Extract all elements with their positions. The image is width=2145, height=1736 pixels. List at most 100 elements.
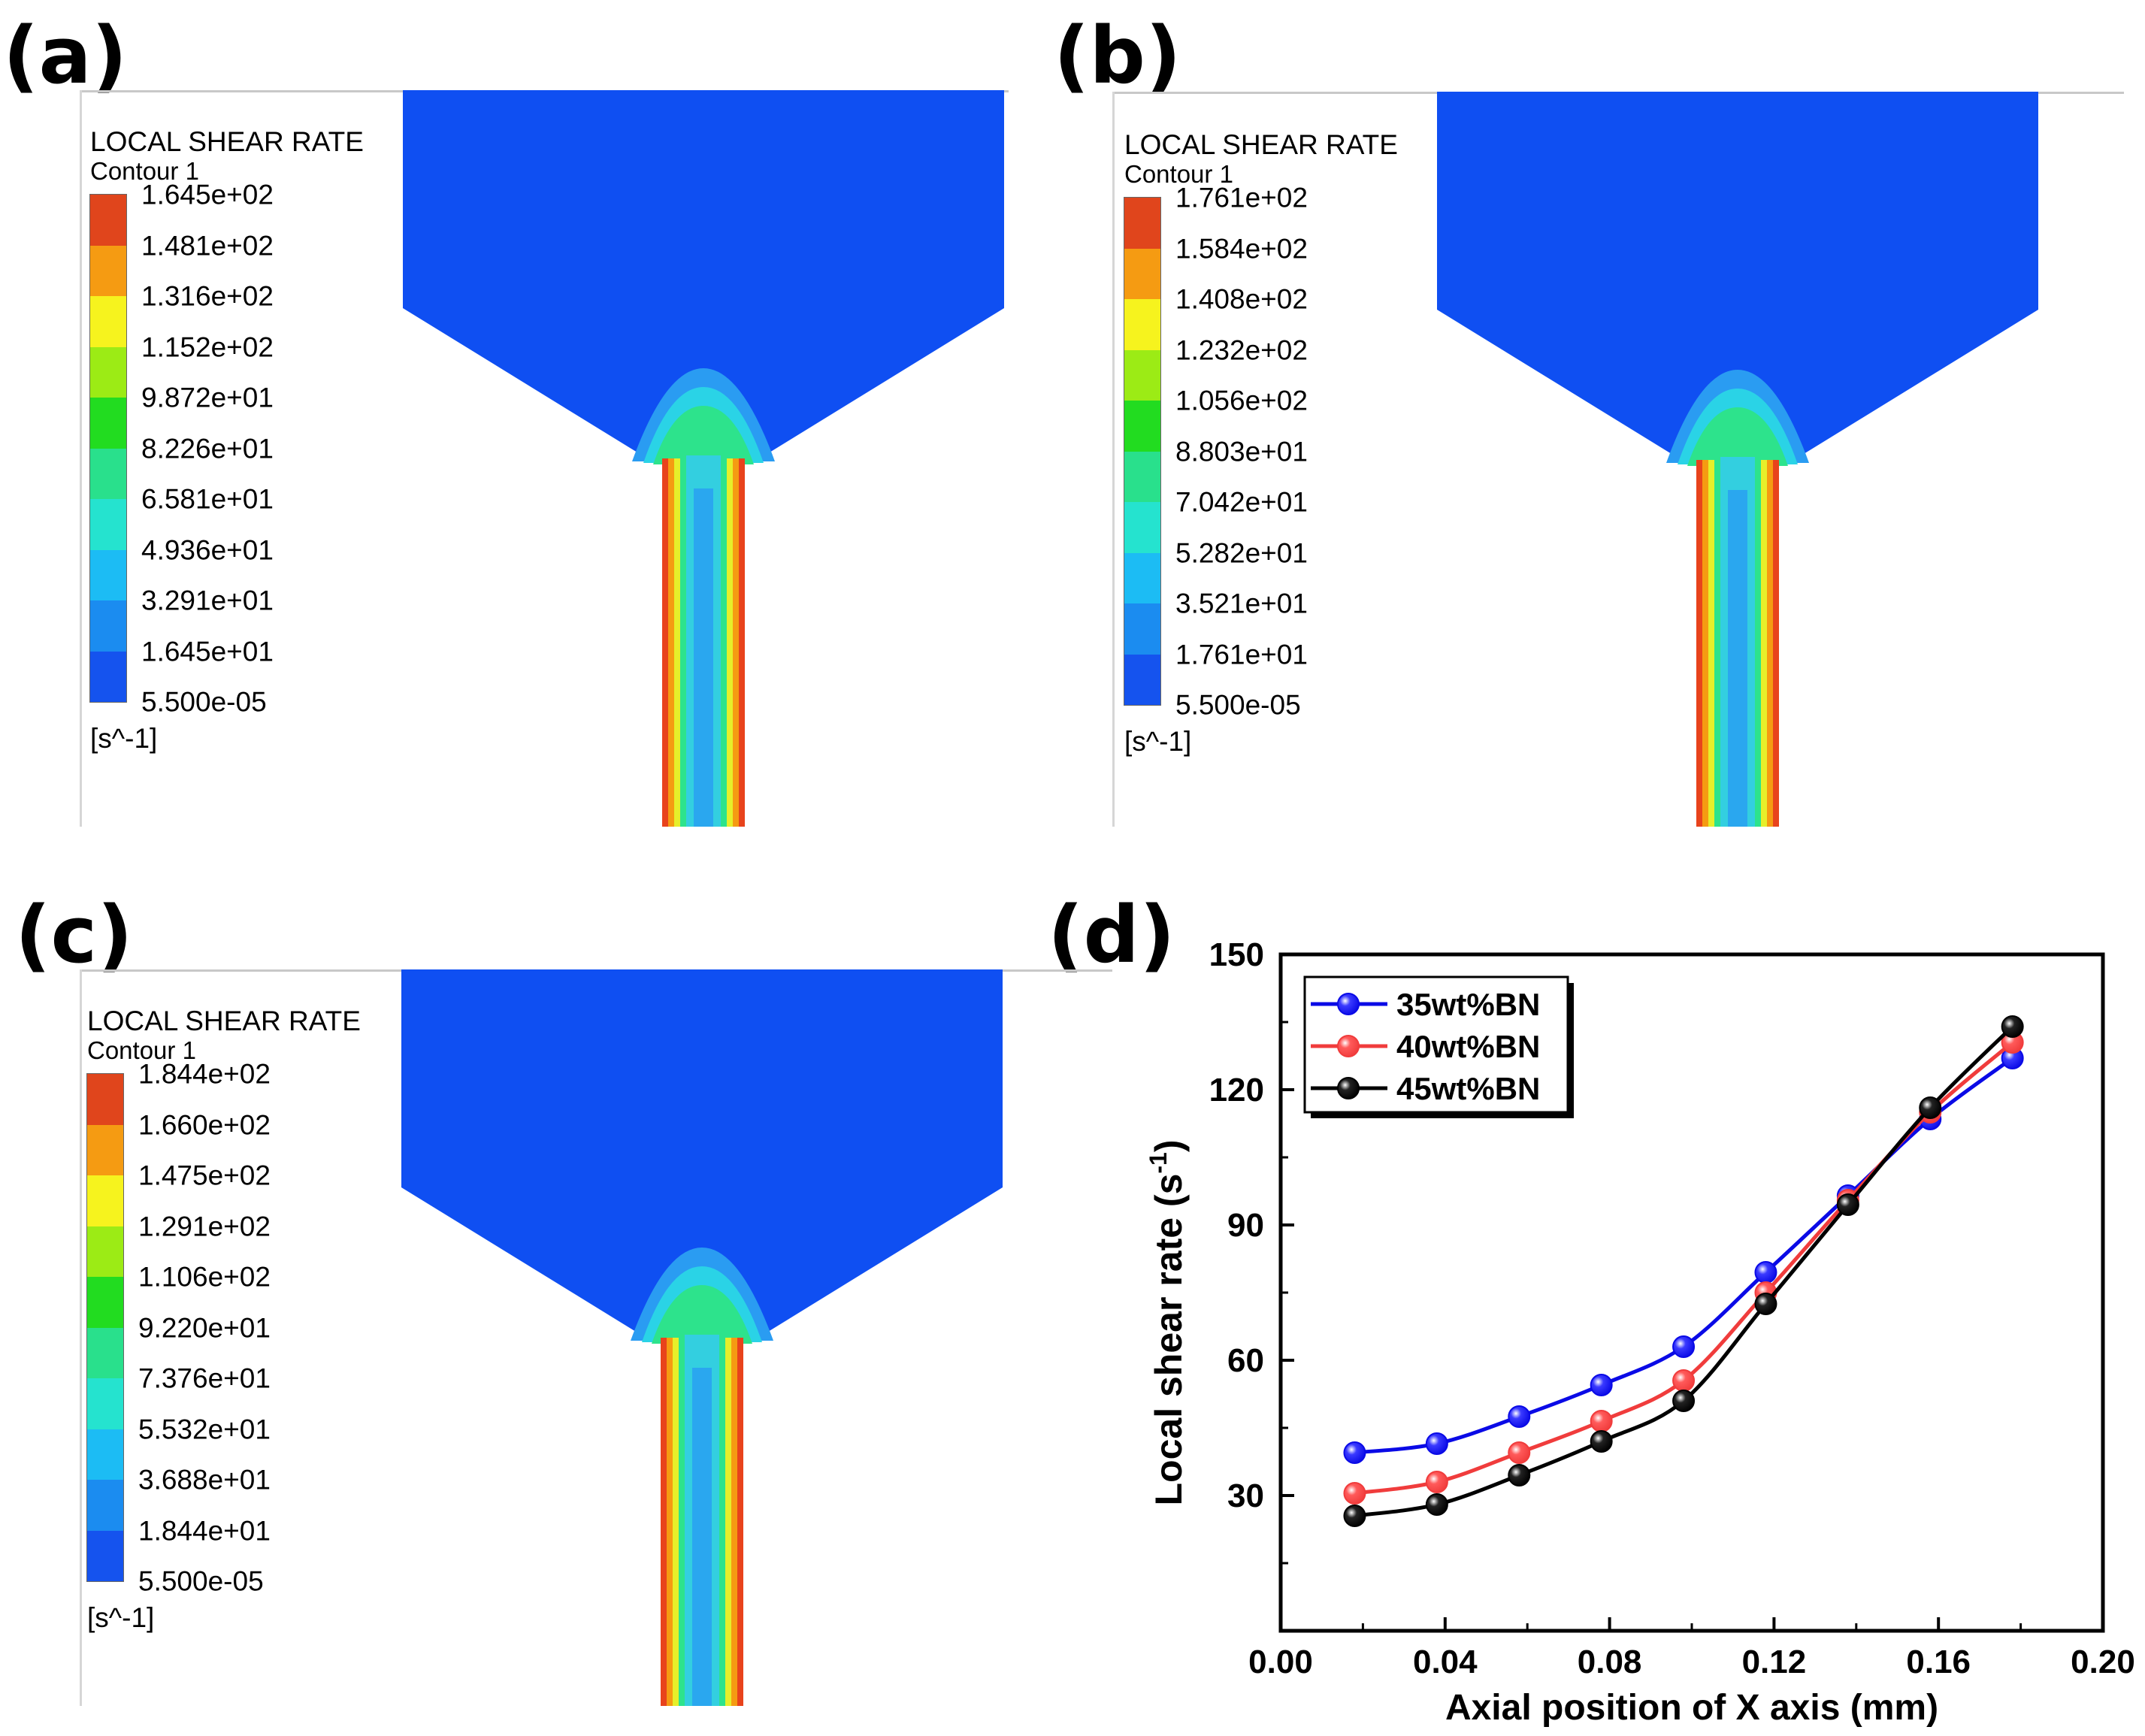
contour-legend-c: LOCAL SHEAR RATE Contour 1 1.844e+02 1.66… (87, 1006, 361, 1632)
data-point (1754, 1293, 1777, 1315)
legend-color-swatch (87, 1327, 123, 1378)
legend-color-swatch (1124, 502, 1160, 553)
legend-level-label: 8.803e+01 (1175, 436, 1308, 467)
legend-level-label: 5.532e+01 (138, 1414, 271, 1444)
die-domain (403, 90, 1004, 827)
data-point (1590, 1374, 1613, 1396)
legend-title: LOCAL SHEAR RATE (87, 1006, 361, 1036)
contour-legend-a: LOCAL SHEAR RATE Contour 1 1.645e+02 1.48… (90, 126, 364, 752)
y-tick-label: 90 (1227, 1207, 1264, 1244)
legend-unit: [s^-1] (87, 1602, 155, 1633)
legend-label: 35wt%BN (1396, 987, 1540, 1022)
legend-color-swatch (87, 1378, 123, 1429)
data-point (1754, 1261, 1777, 1284)
channel-core-blue (694, 488, 713, 827)
legend-level-label: 9.220e+01 (138, 1312, 271, 1343)
legend-color-swatch (1124, 198, 1160, 249)
data-point (1590, 1430, 1613, 1453)
legend-level-label: 1.660e+02 (138, 1109, 271, 1140)
data-point (1672, 1369, 1696, 1392)
legend-level-label: 8.226e+01 (141, 433, 274, 464)
legend-level-label: 1.106e+02 (138, 1261, 271, 1293)
legend-color-swatch (87, 1277, 123, 1328)
y-axis-title-main: Local shear rate (s (1148, 1174, 1190, 1506)
legend-marker (1337, 1035, 1360, 1057)
y-tick-label: 120 (1209, 1072, 1264, 1108)
legend-color-swatch (1124, 552, 1160, 603)
panel-label-b: (b) (1054, 10, 1181, 101)
legend-color-swatch (90, 499, 126, 550)
shear-rate-contour-b (1437, 92, 2038, 827)
legend-colorbar (87, 1074, 123, 1581)
legend-color-swatch (90, 398, 126, 449)
legend-color-swatch (87, 1226, 123, 1277)
legend-color-swatch (87, 1074, 123, 1125)
series-line-1 (1354, 1056, 2014, 1455)
legend-color-swatch (87, 1429, 123, 1480)
legend-color-swatch (90, 296, 126, 347)
legend-color-swatch (1124, 248, 1160, 299)
legend-color-swatch (87, 1480, 123, 1531)
legend-level-label: 1.232e+02 (1175, 334, 1308, 365)
legend-level-label: 7.376e+01 (138, 1362, 271, 1394)
legend-subtitle: Contour 1 (87, 1036, 196, 1064)
y-tick-label: 30 (1227, 1477, 1264, 1514)
die-domain (1437, 92, 2038, 827)
legend-color-swatch (87, 1175, 123, 1226)
legend-level-label: 1.761e+01 (1175, 639, 1308, 670)
series-line-3 (1354, 1025, 2014, 1518)
legend-title: LOCAL SHEAR RATE (1124, 129, 1398, 160)
legend-level-label: 1.152e+02 (141, 331, 274, 362)
data-point (1919, 1096, 1942, 1119)
entry-ring-green (652, 1285, 752, 1344)
legend-color-swatch (1124, 401, 1160, 452)
panel-a-left-border (80, 90, 82, 827)
legend-color-swatch (90, 600, 126, 652)
legend-level-label: 5.500e-05 (1175, 689, 1301, 721)
legend-level-label: 9.872e+01 (141, 382, 274, 413)
legend-color-swatch (90, 448, 126, 499)
channel-core-blue (1728, 490, 1747, 827)
legend-level-label: 1.645e+02 (141, 179, 274, 210)
legend-level-label: 7.042e+01 (1175, 486, 1308, 518)
legend-level-label: 5.500e-05 (138, 1565, 264, 1597)
entry-ring-green (653, 406, 754, 464)
contour-legend-b: LOCAL SHEAR RATE Contour 1 1.761e+02 1.58… (1124, 129, 1398, 755)
x-tick-label: 0.00 (1248, 1644, 1313, 1680)
legend-level-label: 3.521e+01 (1175, 588, 1308, 619)
shear-rate-contour-a (403, 90, 1004, 827)
x-tick-label: 0.08 (1578, 1644, 1642, 1680)
legend-level-label: 3.688e+01 (138, 1464, 271, 1496)
legend-level-label: 1.481e+02 (141, 230, 274, 261)
legend-color-swatch (90, 651, 126, 702)
legend-level-label: 1.761e+02 (1175, 182, 1308, 213)
legend-unit: [s^-1] (90, 723, 158, 754)
y-tick-label: 60 (1227, 1342, 1264, 1379)
panel-label-d: (d) (1048, 889, 1175, 981)
data-point (1672, 1390, 1696, 1412)
reservoir-region (1437, 92, 2038, 460)
x-tick-label: 0.04 (1413, 1644, 1478, 1680)
legend-color-swatch (90, 549, 126, 600)
y-axis-title: Local shear rate (s-1) (1145, 1140, 1190, 1506)
legend-color-swatch (90, 195, 126, 246)
legend-color-swatch (87, 1124, 123, 1175)
shear-rate-line-chart: 0.00 0.04 0.08 0.12 0.16 0.20 30 60 90 120 150 Axia… (1145, 936, 2135, 1728)
legend-level-label: 1.844e+01 (138, 1515, 271, 1546)
legend-level-label: 5.500e-05 (141, 686, 267, 718)
legend-color-swatch (90, 346, 126, 398)
legend-color-swatch (1124, 349, 1160, 401)
legend-level-label: 6.581e+01 (141, 483, 274, 515)
data-point (1508, 1405, 1531, 1428)
data-point (1343, 1441, 1366, 1464)
shear-rate-contour-c (401, 969, 1003, 1706)
legend-level-label: 1.291e+02 (138, 1211, 271, 1242)
legend-color-swatch (1124, 299, 1160, 350)
legend-marker (1337, 993, 1360, 1015)
x-tick-label: 0.12 (1742, 1644, 1807, 1680)
reservoir-region (401, 969, 1003, 1338)
data-point (1425, 1471, 1448, 1493)
legend-title: LOCAL SHEAR RATE (90, 126, 364, 157)
legend-level-label: 1.316e+02 (141, 280, 274, 312)
y-axis-title-superscript: -1 (1145, 1152, 1172, 1173)
